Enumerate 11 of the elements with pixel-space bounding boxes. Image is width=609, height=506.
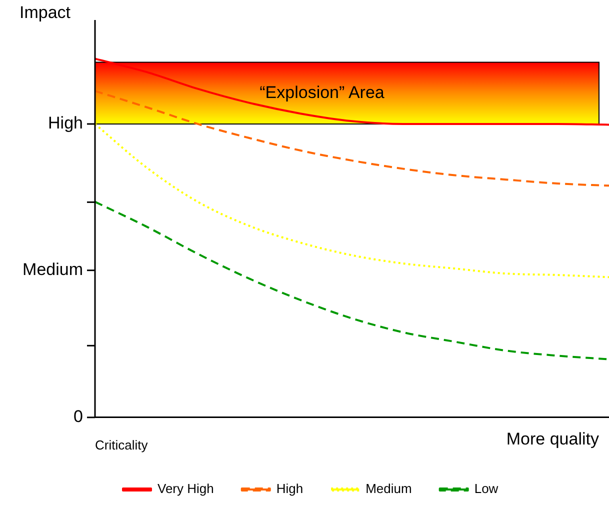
- legend-label: Very High: [158, 481, 214, 496]
- y-axis-title: Impact: [19, 3, 71, 22]
- legend-label: High: [276, 481, 304, 496]
- text: 0: [74, 407, 83, 426]
- band-label: “Explosion” Area: [260, 82, 385, 102]
- legend-label: Low: [474, 481, 499, 496]
- legend-label: Medium: [366, 481, 412, 496]
- text: Medium: [22, 260, 83, 280]
- x-axis-title: More quality: [506, 430, 600, 449]
- legend-title: Criticality: [95, 437, 148, 452]
- text: High: [48, 114, 83, 133]
